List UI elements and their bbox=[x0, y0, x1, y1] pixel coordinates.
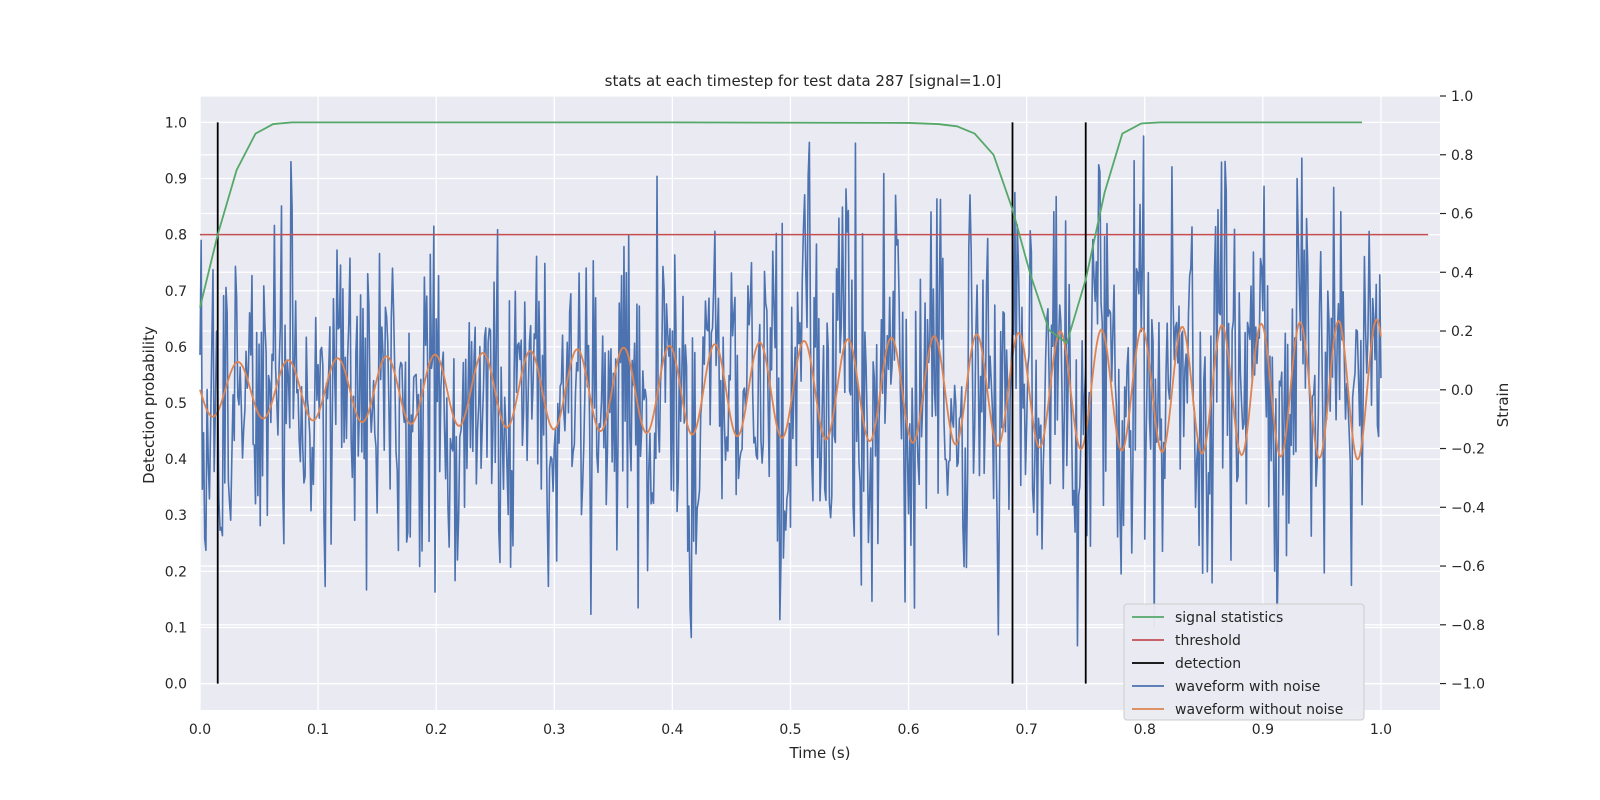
x-tick-label: 0.8 bbox=[1134, 722, 1156, 738]
legend-label: threshold bbox=[1175, 633, 1241, 649]
y-left-tick-label: 0.2 bbox=[165, 564, 187, 580]
series-layer bbox=[199, 121, 1429, 684]
y-left-tick-label: 0.1 bbox=[165, 620, 187, 636]
y-right-tick-label: −1.0 bbox=[1451, 677, 1485, 693]
x-tick-label: 0.7 bbox=[1016, 722, 1038, 738]
y-right-tick-label: 0.4 bbox=[1451, 265, 1473, 281]
x-tick-label: 0.1 bbox=[307, 722, 329, 738]
legend-label: waveform without noise bbox=[1175, 702, 1343, 718]
x-tick-label: 0.9 bbox=[1252, 722, 1274, 738]
series-waveform-with-noise bbox=[199, 135, 1382, 647]
y-left-tick-label: 0.8 bbox=[165, 228, 187, 244]
x-tick-label: 0.0 bbox=[189, 722, 211, 738]
x-tick-label: 0.6 bbox=[897, 722, 919, 738]
y-right-tick-label: 1.0 bbox=[1451, 89, 1473, 105]
y-right-tick-label: 0.6 bbox=[1451, 207, 1473, 223]
y-left-tick-label: 0.6 bbox=[165, 340, 187, 356]
y-right-tick-label: −0.8 bbox=[1451, 618, 1485, 634]
legend-label: waveform with noise bbox=[1175, 679, 1320, 695]
x-tick-label: 1.0 bbox=[1370, 722, 1392, 738]
chart-title: stats at each timestep for test data 287… bbox=[605, 72, 1002, 90]
y-left-tick-label: 0.7 bbox=[165, 284, 187, 300]
y-right-tick-label: 0.0 bbox=[1451, 383, 1473, 399]
x-axis-label: Time (s) bbox=[789, 744, 851, 762]
legend-label: detection bbox=[1175, 656, 1241, 672]
legend-box bbox=[1123, 603, 1365, 721]
y-left-tick-label: 0.3 bbox=[165, 508, 187, 524]
ticks: 0.0 0.1 0.2 0.3 0.4 0.5 0.6 0.7 0.8 0.9 1.0 0.0 0.1 0… bbox=[165, 89, 1485, 738]
y-left-tick-label: 0.0 bbox=[165, 677, 187, 693]
series-waveform-without-noise bbox=[199, 318, 1382, 461]
y-right-tick-label: −0.2 bbox=[1451, 442, 1485, 458]
legend-label: signal statistics bbox=[1175, 610, 1283, 626]
x-tick-label: 0.2 bbox=[425, 722, 447, 738]
series-signal-statistics bbox=[199, 121, 1363, 345]
y-left-tick-label: 0.9 bbox=[165, 172, 187, 188]
y-axis-label-right: Strain bbox=[1494, 383, 1512, 427]
y-axis-label-left: Detection probability bbox=[140, 326, 158, 484]
y-left-tick-label: 0.5 bbox=[165, 396, 187, 412]
y-left-tick-label: 0.4 bbox=[165, 452, 187, 468]
y-right-tick-label: −0.4 bbox=[1451, 500, 1485, 516]
y-right-tick-label: 0.2 bbox=[1451, 324, 1473, 340]
y-right-tick-label: 0.8 bbox=[1451, 148, 1473, 164]
legend: signal statistics threshold detection wavef… bbox=[1123, 603, 1365, 721]
x-tick-label: 0.4 bbox=[661, 722, 683, 738]
x-tick-label: 0.3 bbox=[543, 722, 565, 738]
y-left-tick-label: 1.0 bbox=[165, 115, 187, 131]
x-tick-label: 0.5 bbox=[779, 722, 801, 738]
y-right-tick-label: −0.6 bbox=[1451, 559, 1485, 575]
